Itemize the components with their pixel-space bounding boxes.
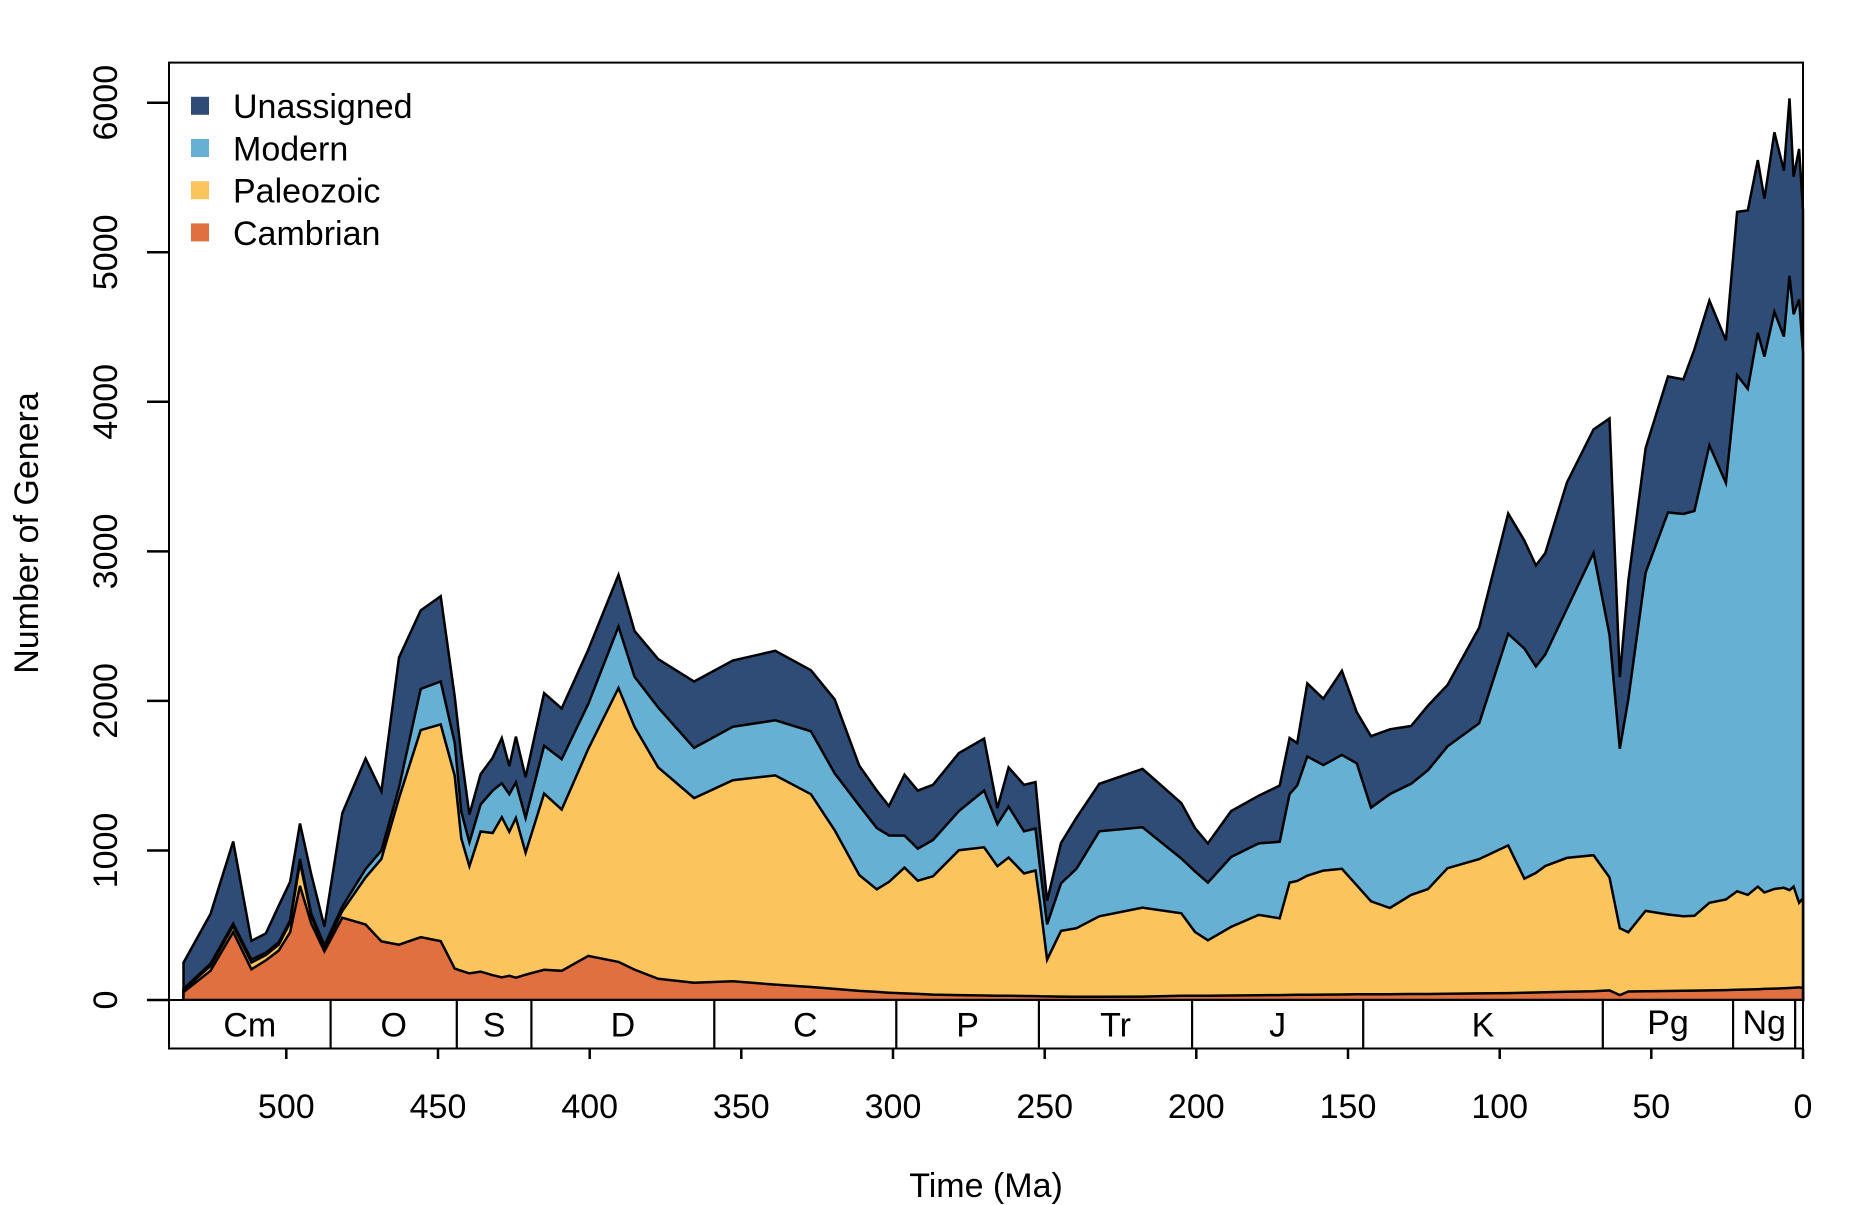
svg-text:50: 50 <box>1632 1088 1670 1126</box>
svg-text:250: 250 <box>1016 1088 1073 1126</box>
svg-text:Pg: Pg <box>1647 1004 1689 1042</box>
svg-text:Unassigned: Unassigned <box>233 88 413 126</box>
svg-text:500: 500 <box>258 1088 315 1126</box>
svg-text:Cambrian: Cambrian <box>233 215 380 253</box>
svg-text:Tr: Tr <box>1100 1007 1131 1045</box>
svg-text:350: 350 <box>713 1088 770 1126</box>
svg-text:C: C <box>793 1007 818 1045</box>
svg-text:K: K <box>1472 1007 1495 1045</box>
svg-text:450: 450 <box>410 1088 467 1126</box>
svg-text:5000: 5000 <box>87 214 125 290</box>
svg-text:3000: 3000 <box>87 514 125 590</box>
svg-text:D: D <box>611 1007 636 1045</box>
svg-text:2000: 2000 <box>87 663 125 739</box>
svg-text:300: 300 <box>865 1088 922 1126</box>
svg-text:Time (Ma): Time (Ma) <box>909 1167 1063 1205</box>
svg-text:Paleozoic: Paleozoic <box>233 173 380 211</box>
svg-text:O: O <box>380 1007 406 1045</box>
svg-text:1000: 1000 <box>87 813 125 889</box>
svg-text:P: P <box>956 1007 979 1045</box>
svg-text:Cm: Cm <box>223 1007 276 1045</box>
svg-text:400: 400 <box>561 1088 618 1126</box>
svg-text:200: 200 <box>1168 1088 1225 1126</box>
svg-text:S: S <box>483 1007 506 1045</box>
svg-text:4000: 4000 <box>87 364 125 440</box>
svg-text:J: J <box>1269 1007 1286 1045</box>
svg-text:100: 100 <box>1471 1088 1528 1126</box>
svg-text:150: 150 <box>1320 1088 1377 1126</box>
svg-text:0: 0 <box>1794 1088 1813 1126</box>
svg-text:0: 0 <box>87 991 125 1010</box>
svg-text:6000: 6000 <box>87 65 125 141</box>
svg-text:Ng: Ng <box>1742 1004 1785 1042</box>
svg-text:Number of Genera: Number of Genera <box>8 392 46 674</box>
svg-text:Modern: Modern <box>233 130 348 168</box>
